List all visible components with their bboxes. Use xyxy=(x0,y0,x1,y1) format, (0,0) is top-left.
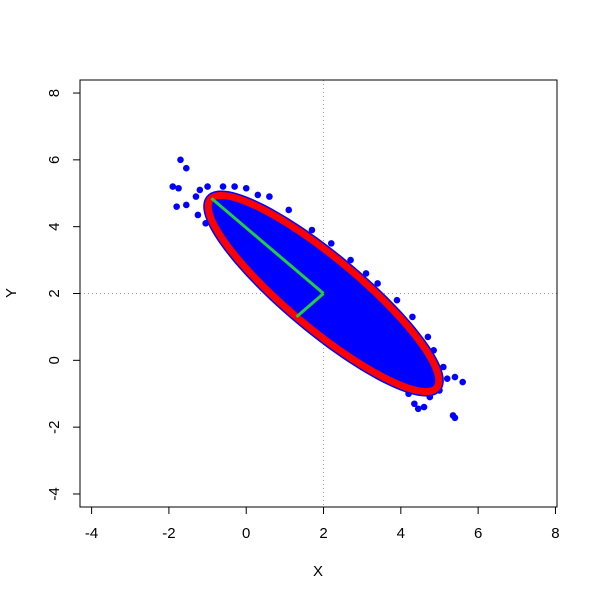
x-tick-label: 8 xyxy=(551,525,559,542)
plot-frame xyxy=(79,79,558,508)
point xyxy=(173,203,180,210)
point xyxy=(424,333,432,341)
point xyxy=(202,220,209,227)
x-tick-label: -2 xyxy=(162,525,175,542)
y-tick-label: 4 xyxy=(46,223,63,231)
point xyxy=(411,400,418,408)
point xyxy=(204,183,211,190)
point xyxy=(231,183,238,190)
point xyxy=(426,393,434,401)
point xyxy=(393,296,401,304)
point xyxy=(266,193,273,200)
point xyxy=(219,183,227,190)
x-tick-label: 2 xyxy=(319,525,327,542)
point xyxy=(327,240,335,247)
point xyxy=(374,363,381,371)
point xyxy=(420,403,428,411)
y-tick-label: 6 xyxy=(46,156,63,164)
point xyxy=(308,226,316,234)
minor-axis xyxy=(295,292,325,319)
point xyxy=(362,270,370,277)
point xyxy=(266,278,273,286)
point xyxy=(246,250,254,257)
point xyxy=(192,193,200,200)
point xyxy=(169,183,177,190)
point xyxy=(409,313,416,321)
x-axis-label: X xyxy=(313,563,323,580)
point xyxy=(443,375,451,382)
point xyxy=(440,363,447,371)
point xyxy=(183,164,190,172)
point xyxy=(254,191,262,199)
ellipse xyxy=(204,191,443,396)
x-tick-label: 6 xyxy=(474,525,482,542)
y-tick-label: -4 xyxy=(46,487,63,500)
point xyxy=(414,405,422,413)
point xyxy=(242,184,250,192)
point xyxy=(175,184,182,192)
point xyxy=(194,211,202,219)
point xyxy=(262,266,269,274)
point xyxy=(347,256,354,264)
point xyxy=(183,201,190,209)
point xyxy=(285,206,293,214)
y-tick-label: 2 xyxy=(46,289,63,297)
x-tick-label: -4 xyxy=(85,525,98,542)
x-tick-label: 0 xyxy=(242,525,250,542)
point xyxy=(347,346,354,354)
y-tick-label: -2 xyxy=(46,420,63,433)
y-tick-label: 8 xyxy=(46,89,63,97)
point xyxy=(177,156,184,164)
point xyxy=(451,373,459,381)
y-axis-label: Y xyxy=(3,288,20,298)
point xyxy=(451,414,459,422)
major-axis xyxy=(210,197,325,295)
y-tick-label: 0 xyxy=(46,356,63,364)
x-tick-label: 4 xyxy=(397,525,405,542)
point xyxy=(235,240,242,247)
point xyxy=(358,353,366,361)
point xyxy=(459,378,466,386)
point xyxy=(196,186,204,194)
point xyxy=(289,300,296,307)
point xyxy=(430,346,437,354)
point xyxy=(374,280,381,287)
